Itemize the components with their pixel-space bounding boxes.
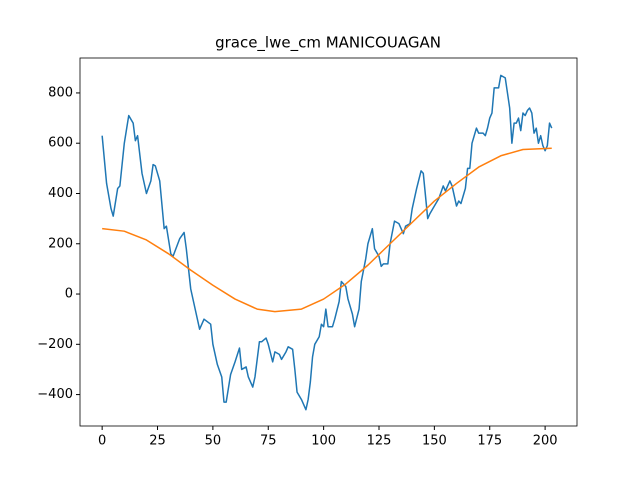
x-tick-label: 25 — [149, 434, 166, 449]
y-tick-label: −400 — [37, 387, 73, 402]
y-tick-label: 400 — [48, 186, 73, 201]
x-tick-label: 150 — [422, 434, 447, 449]
data-line — [102, 147, 552, 313]
x-tick-label: 175 — [477, 434, 502, 449]
y-tick-label: 200 — [48, 236, 73, 251]
chart-title: grace_lwe_cm MANICOUAGAN — [215, 34, 441, 53]
x-tick-label: 50 — [205, 434, 222, 449]
x-tick-label: 75 — [260, 434, 277, 449]
x-tick-label: 0 — [98, 434, 106, 449]
y-tick-label: 600 — [48, 136, 73, 151]
x-tick-label: 200 — [533, 434, 558, 449]
plot-frame — [79, 57, 578, 427]
y-tick-label: 0 — [65, 287, 73, 302]
data-line — [101, 74, 553, 411]
x-tick-label: 125 — [367, 434, 392, 449]
x-tick-label: 100 — [311, 434, 336, 449]
y-tick-label: 800 — [48, 85, 73, 100]
y-tick-label: −200 — [37, 337, 73, 352]
